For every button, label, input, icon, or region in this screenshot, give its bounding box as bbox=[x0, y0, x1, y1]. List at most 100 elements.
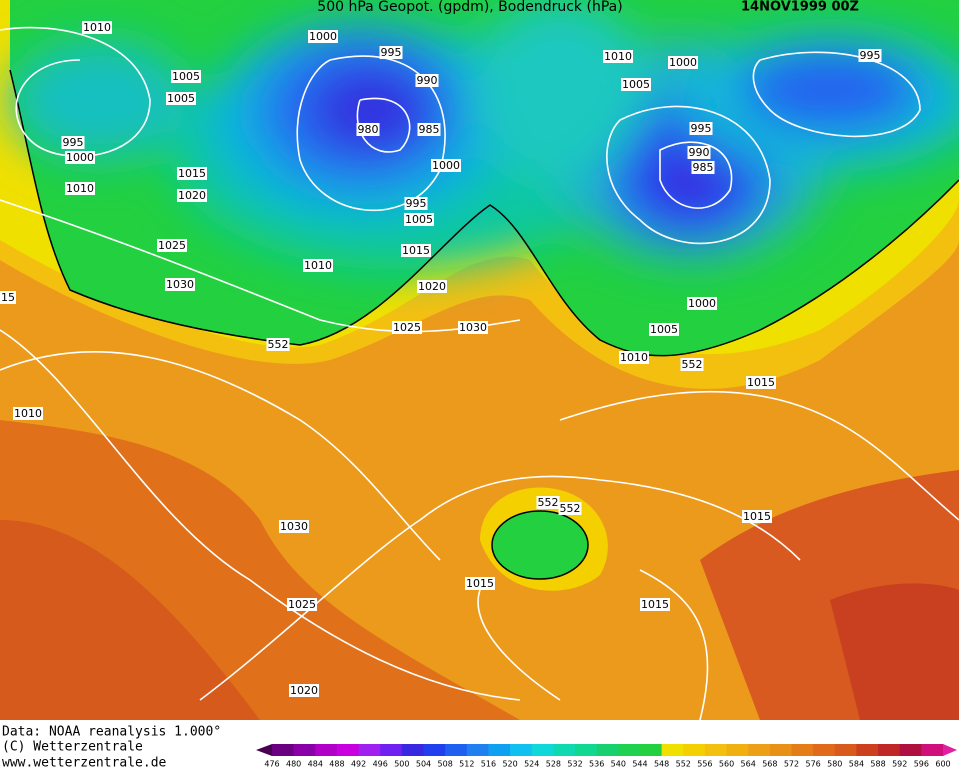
isobar-label-box bbox=[165, 278, 195, 291]
isobar-label-text: 1025 bbox=[158, 239, 186, 252]
pressure-field bbox=[830, 583, 959, 720]
isobar-label-text: 990 bbox=[417, 74, 438, 87]
isobar-label: 1010 bbox=[82, 21, 112, 34]
isobar-label: 1015 bbox=[742, 510, 772, 523]
height-blob bbox=[10, 40, 190, 160]
isobar-label-box bbox=[157, 239, 187, 252]
colorbar-label: 580 bbox=[827, 760, 842, 769]
isobar-label-box bbox=[356, 123, 380, 136]
colorbar-swatch bbox=[791, 744, 814, 756]
colorbar-label: 544 bbox=[632, 760, 647, 769]
colorbar-swatch bbox=[380, 744, 403, 756]
isobar-label-text: 552 bbox=[682, 358, 703, 371]
isobar bbox=[0, 199, 521, 333]
isobar-label-text: 1015 bbox=[641, 598, 669, 611]
isobar-label-box bbox=[287, 598, 317, 611]
colorbar-arrow-right bbox=[943, 744, 957, 756]
isobar-label: 1000 bbox=[687, 297, 717, 310]
colorbar-label: 508 bbox=[438, 760, 453, 769]
isobar-label-text: 1030 bbox=[166, 278, 194, 291]
isobar-label: 1000 bbox=[668, 56, 698, 69]
isobar-label-box bbox=[742, 510, 772, 523]
isobar-label-box bbox=[404, 197, 428, 210]
isobar-label: 995 bbox=[404, 197, 428, 210]
colorbar-swatch bbox=[899, 744, 922, 756]
isobar-label-box bbox=[687, 297, 717, 310]
colorbar-swatch bbox=[466, 744, 489, 756]
isobar-label-text: 990 bbox=[689, 146, 710, 159]
isobar-label-box bbox=[417, 280, 447, 293]
isobar bbox=[0, 26, 151, 158]
colorbar-swatch bbox=[769, 744, 792, 756]
isobar-label-box bbox=[177, 189, 207, 202]
map-layers bbox=[0, 0, 959, 720]
isobar-label-box bbox=[289, 684, 319, 697]
isobar-label: 1025 bbox=[392, 321, 422, 334]
isobar-label-box bbox=[404, 213, 434, 226]
colorbar-swatch bbox=[921, 744, 944, 756]
isobar-label: 552 bbox=[558, 502, 582, 515]
colorbar-label: 568 bbox=[762, 760, 777, 769]
isobar-label: 985 bbox=[417, 123, 441, 136]
isobar-label: 1015 bbox=[640, 598, 670, 611]
colorbar-label: 596 bbox=[914, 760, 929, 769]
isobar-label-text: 1000 bbox=[669, 56, 697, 69]
colorbar-label: 496 bbox=[373, 760, 388, 769]
isobar-label-text: 980 bbox=[358, 123, 379, 136]
isobar bbox=[199, 475, 801, 701]
isobar-label: 990 bbox=[415, 74, 439, 87]
colorbar-swatch bbox=[639, 744, 663, 756]
isobar-label-text: 995 bbox=[860, 49, 881, 62]
colorbar-label: 584 bbox=[849, 760, 864, 769]
isobar-label-text: 1005 bbox=[622, 78, 650, 91]
isobar-label-box bbox=[640, 598, 670, 611]
isobar-label: 1025 bbox=[287, 598, 317, 611]
isobar-label-text: 1015 bbox=[466, 577, 494, 590]
isobar-label-box bbox=[61, 136, 85, 149]
isobar-label: 1005 bbox=[621, 78, 651, 91]
colorbar-swatch bbox=[488, 744, 511, 756]
isobar-label-text: 1010 bbox=[14, 407, 42, 420]
height-blob bbox=[740, 50, 920, 130]
colorbar-label: 576 bbox=[805, 760, 820, 769]
url: www.wetterzentrale.de bbox=[2, 756, 167, 770]
isobar-label: 552 bbox=[680, 358, 704, 371]
isobar-label-text: 1000 bbox=[66, 151, 94, 164]
colorbar-swatch bbox=[596, 744, 619, 756]
colorbar-swatch bbox=[683, 744, 706, 756]
isobar bbox=[477, 589, 561, 701]
isobar-label-box bbox=[458, 321, 488, 334]
colorbar-label: 572 bbox=[784, 760, 799, 769]
isobar-label: 1010 bbox=[619, 351, 649, 364]
pressure-field bbox=[0, 520, 260, 720]
isobar-label-box bbox=[680, 358, 704, 371]
isobar-label: 1030 bbox=[165, 278, 195, 291]
isobar-label-text: 1015 bbox=[743, 510, 771, 523]
isobar-label-text: 1000 bbox=[688, 297, 716, 310]
colorbar-label: 548 bbox=[654, 760, 669, 769]
colorbar-swatch bbox=[401, 744, 425, 756]
isobar-label: 995 bbox=[61, 136, 85, 149]
colorbar-swatch bbox=[531, 744, 554, 756]
isobar-label-text: 1030 bbox=[280, 520, 308, 533]
isobar-label: 980 bbox=[356, 123, 380, 136]
colorbar-swatch bbox=[575, 744, 598, 756]
isobar-label: 552 bbox=[266, 338, 290, 351]
colorbar-swatch bbox=[661, 744, 684, 756]
isobar-label: 1010 bbox=[303, 259, 333, 272]
isobar-label: 990 bbox=[687, 146, 711, 159]
colorbar-swatch bbox=[726, 744, 749, 756]
copyright: (C) Wetterzentrale bbox=[2, 740, 143, 755]
isobar-label: 985 bbox=[691, 161, 715, 174]
isobar-label-text: 995 bbox=[691, 122, 712, 135]
isobar-label-box bbox=[177, 167, 207, 180]
isobar-label-text: 15 bbox=[1, 291, 15, 304]
isobar-label-box bbox=[417, 123, 441, 136]
colorbar-swatch bbox=[748, 744, 771, 756]
isobar-label-text: 1010 bbox=[604, 50, 632, 63]
colorbar-swatch bbox=[293, 744, 316, 756]
isobar-label: 1030 bbox=[458, 321, 488, 334]
isobar-label: 1000 bbox=[308, 30, 338, 43]
cutoff-low bbox=[491, 510, 589, 580]
